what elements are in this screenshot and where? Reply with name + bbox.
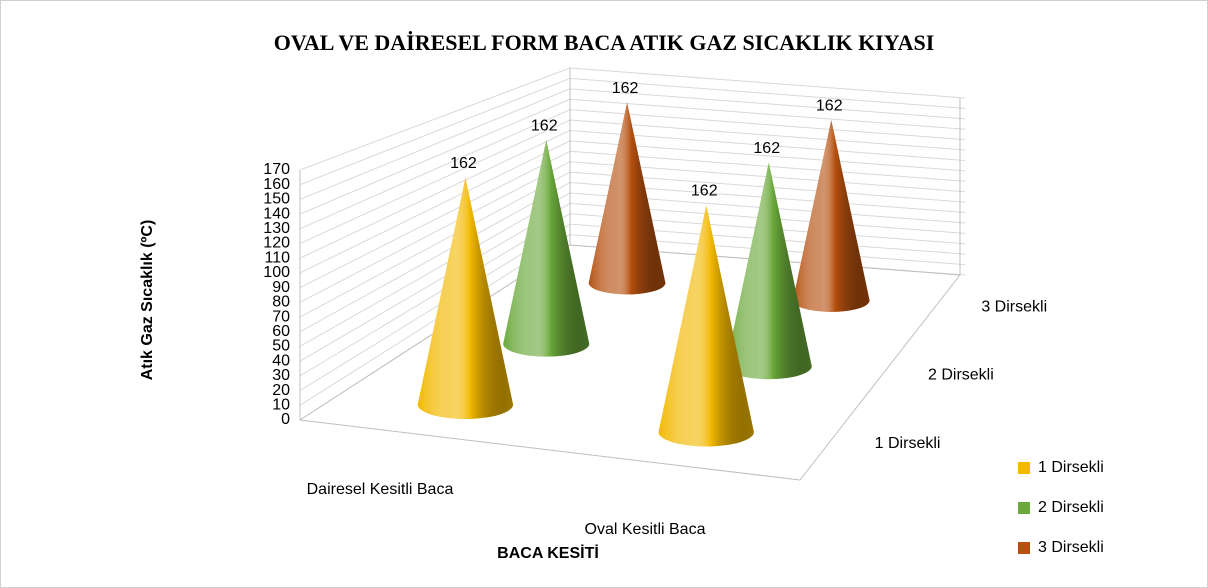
y-tick-label: 70 <box>272 308 290 325</box>
depth-tick-label: 3 Dirsekli <box>981 298 1047 315</box>
grid-line <box>299 182 571 333</box>
cone-shade <box>725 162 812 380</box>
grid-line <box>299 192 571 347</box>
y-tick-label: 130 <box>263 220 290 237</box>
y-tick-label: 40 <box>272 352 290 369</box>
grid-line <box>299 98 571 215</box>
cone <box>658 205 754 447</box>
x-tick-label: Oval Kesitli Baca <box>585 521 706 538</box>
x-axis-title: BACA KESİTİ <box>497 544 599 562</box>
y-tick-label: 50 <box>272 338 290 355</box>
axis-line <box>799 274 961 481</box>
grid-line <box>569 77 966 109</box>
y-tick-label: 80 <box>272 294 290 311</box>
y-tick-label: 10 <box>272 397 290 414</box>
chart-title: OVAL VE DAİRESEL FORM BACA ATIK GAZ SICA… <box>274 30 935 55</box>
legend-swatch <box>1018 502 1030 514</box>
data-label: 162 <box>691 183 718 200</box>
y-tick-label: 30 <box>272 367 290 384</box>
y-tick-label: 100 <box>263 264 290 281</box>
data-label: 162 <box>612 80 639 97</box>
cone-shade <box>503 140 590 357</box>
y-tick-label: 110 <box>264 249 290 266</box>
grid-line <box>569 119 966 151</box>
data-label: 162 <box>753 140 780 157</box>
grid-line <box>299 140 571 274</box>
grid-line <box>299 88 571 200</box>
grid-line <box>569 88 966 120</box>
grid-line <box>299 150 571 289</box>
cone-shade <box>658 205 754 447</box>
y-tick-label: 90 <box>272 279 290 296</box>
y-tick-label: 150 <box>263 191 290 208</box>
data-label: 162 <box>531 118 558 135</box>
axis-line <box>299 419 801 481</box>
legend-label: 3 Dirsekli <box>1038 539 1104 556</box>
cone <box>725 162 812 380</box>
y-axis-title: Atık Gaz Sıcaklık (ºC) <box>139 220 156 381</box>
cone <box>792 120 870 312</box>
grid-line <box>299 130 571 259</box>
legend-label: 2 Dirsekli <box>1038 499 1104 516</box>
grid-line <box>569 67 966 99</box>
x-tick-label: Dairesel Kesitli Baca <box>307 481 454 498</box>
cone <box>417 177 514 419</box>
y-tick-label: 160 <box>263 176 290 193</box>
grid-line <box>569 109 966 141</box>
y-tick-label: 20 <box>272 382 290 399</box>
y-tick-label: 0 <box>281 411 290 428</box>
legend-label: 1 Dirsekli <box>1038 459 1104 476</box>
legend-swatch <box>1018 462 1030 474</box>
cone-shade <box>792 120 870 312</box>
grid-line <box>299 77 571 186</box>
grid-line <box>299 119 571 244</box>
grid-line <box>299 109 571 230</box>
cone <box>503 140 590 357</box>
y-tick-label: 120 <box>263 235 290 252</box>
legend-swatch <box>1018 542 1030 554</box>
cone-shade <box>417 177 514 419</box>
grid-line <box>299 67 571 171</box>
y-tick-label: 140 <box>263 205 290 222</box>
grid-line <box>299 213 571 377</box>
data-label: 162 <box>816 97 843 114</box>
y-tick-label: 60 <box>272 323 290 340</box>
grid-line <box>299 202 571 362</box>
cone-shade <box>588 102 666 295</box>
depth-tick-label: 1 Dirsekli <box>875 435 941 452</box>
cone <box>588 102 666 295</box>
grid-line <box>299 161 571 303</box>
depth-tick-label: 2 Dirsekli <box>928 367 994 384</box>
grid-line <box>569 129 966 161</box>
y-tick-label: 170 <box>263 161 290 178</box>
grid-line <box>569 98 966 130</box>
data-label: 162 <box>450 155 477 172</box>
grid-line <box>299 171 571 318</box>
